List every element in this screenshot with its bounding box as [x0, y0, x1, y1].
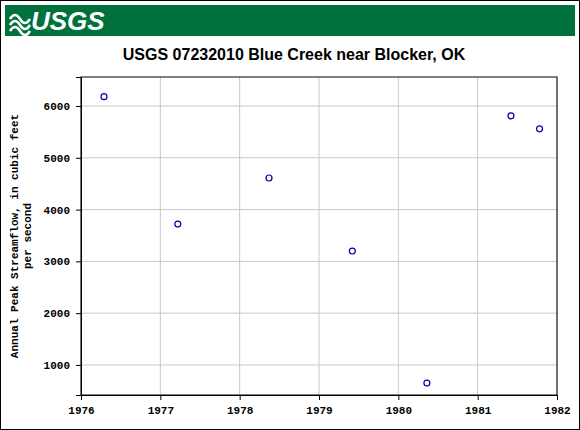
grid-line-y — [81, 313, 557, 314]
grid — [81, 77, 557, 395]
x-tick: 1980 — [386, 395, 412, 417]
y-tick-label: 1000 — [44, 360, 70, 372]
x-tick-mark — [240, 395, 241, 400]
grid-line-x — [239, 77, 240, 395]
x-tick-label: 1982 — [544, 405, 570, 417]
x-tick: 1982 — [544, 395, 570, 417]
header-banner — [5, 5, 575, 36]
logo-text: USGS — [31, 6, 105, 36]
x-tick: 1978 — [227, 395, 254, 417]
y-tick-mark — [76, 158, 81, 159]
grid-line-y — [81, 209, 557, 210]
y-tick-label: 4000 — [44, 205, 70, 217]
point — [424, 380, 430, 386]
x-tick: 1977 — [148, 395, 174, 417]
page-frame — [1, 1, 580, 430]
grid-line-y — [81, 261, 557, 262]
chart: USGS USGS 07232010 Blue Creek near Blocke… — [0, 0, 580, 430]
y-tick-label: 2000 — [44, 308, 70, 320]
x-tick: 1981 — [465, 395, 492, 417]
y-tick: 3000 — [44, 256, 81, 268]
grid-line-y — [81, 364, 557, 365]
y-tick-mark — [76, 313, 81, 314]
point — [266, 175, 272, 181]
y-tick-mark — [76, 261, 81, 262]
x-tick-mark — [160, 395, 161, 400]
point — [537, 126, 543, 132]
x-tick-mark — [557, 395, 558, 400]
grid-line-x — [319, 77, 320, 395]
y-tick-mark — [76, 365, 81, 366]
header: USGS — [5, 5, 575, 36]
x-tick-label: 1976 — [68, 405, 94, 417]
grid-line-y — [81, 106, 557, 107]
x-tick: 1976 — [68, 395, 94, 417]
y-tick-label: 3000 — [44, 256, 70, 268]
point — [175, 221, 181, 227]
plot-background — [81, 77, 557, 395]
x-tick-mark — [398, 395, 399, 400]
x-tick-mark — [319, 395, 320, 400]
grid-line-x — [477, 77, 478, 395]
y-tick-label: 5000 — [44, 153, 70, 165]
point — [349, 248, 355, 254]
x-tick: 1979 — [306, 395, 332, 417]
grid-line-x — [160, 77, 161, 395]
x-tick-label: 1981 — [465, 405, 492, 417]
y-tick: 4000 — [44, 205, 81, 217]
y-tick: 6000 — [44, 101, 81, 113]
points — [101, 94, 543, 386]
grid-line-y — [81, 157, 557, 158]
x-tick-label: 1980 — [386, 405, 412, 417]
grid-line-x — [398, 77, 399, 395]
x-axis: 1976 1977 1978 1979 1980 1981 1982 — [68, 395, 570, 417]
y-axis: 1000 2000 3000 4000 5000 6000 — [44, 78, 82, 396]
plot-frame — [81, 77, 557, 395]
title: USGS 07232010 Blue Creek near Blocker, O… — [123, 46, 466, 63]
y-tick: 5000 — [44, 153, 81, 165]
y-axis-label-line: Annual Peak Streamflow, in cubic feet — [9, 114, 21, 358]
point — [508, 113, 514, 119]
x-tick-label: 1977 — [148, 405, 174, 417]
y-tick: 1000 — [44, 360, 81, 372]
y-axis-label-line: per second — [22, 203, 34, 269]
y-axis-label: Annual Peak Streamflow, in cubic feetper… — [9, 114, 34, 358]
y-tick: 2000 — [44, 308, 81, 320]
y-tick-label: 6000 — [44, 101, 70, 113]
logo-waves — [10, 15, 30, 35]
x-tick-mark — [478, 395, 479, 400]
x-tick-label: 1979 — [306, 405, 332, 417]
y-tick-mark — [76, 106, 81, 107]
y-tick-mark — [76, 210, 81, 211]
x-tick-label: 1978 — [227, 405, 254, 417]
point — [101, 94, 107, 100]
x-axis-line — [82, 396, 558, 401]
